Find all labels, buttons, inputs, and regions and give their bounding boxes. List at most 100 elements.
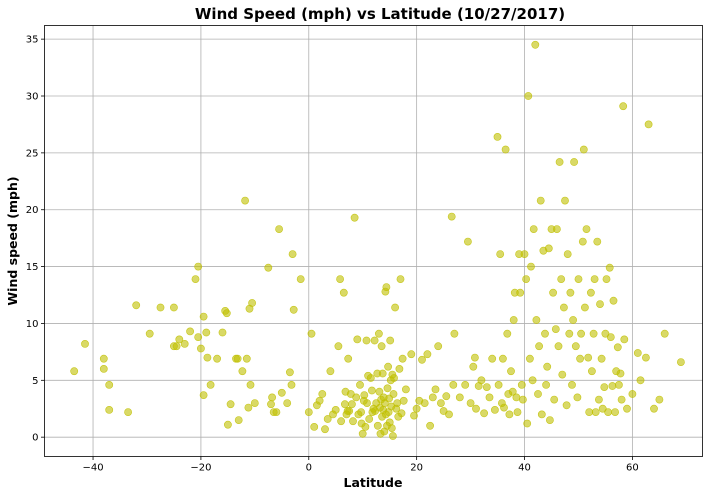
data-point	[99, 354, 108, 363]
data-point	[588, 367, 596, 376]
data-point	[423, 350, 432, 359]
data-point	[551, 325, 560, 333]
data-point	[472, 404, 480, 413]
data-point	[544, 244, 553, 253]
data-point	[213, 354, 221, 363]
data-point	[191, 275, 200, 283]
y-axis-ticks: 0 5 10 15 20 25 30 35	[26, 35, 45, 444]
data-point	[296, 275, 305, 283]
data-point	[503, 329, 512, 338]
data-point	[620, 335, 629, 344]
data-point	[244, 403, 253, 412]
data-point	[535, 342, 543, 351]
data-point	[522, 275, 530, 283]
data-point	[362, 336, 371, 345]
data-point	[383, 384, 392, 393]
data-point	[498, 354, 507, 363]
data-point	[374, 329, 383, 338]
data-point	[275, 225, 283, 233]
data-point	[512, 393, 521, 402]
data-point	[398, 354, 407, 363]
data-point	[396, 275, 405, 283]
data-point	[326, 367, 335, 376]
data-point	[361, 422, 370, 431]
data-point	[528, 376, 537, 385]
data-point	[349, 417, 357, 426]
data-point	[616, 369, 625, 378]
data-point	[241, 196, 249, 205]
data-point	[357, 408, 365, 416]
data-point	[384, 362, 392, 371]
data-point	[466, 399, 475, 407]
data-point	[410, 411, 418, 420]
data-point	[218, 328, 227, 337]
data-point	[570, 158, 578, 166]
data-point	[434, 342, 443, 351]
data-point	[272, 408, 281, 416]
data-point	[238, 367, 247, 376]
data-point	[386, 336, 395, 345]
data-point	[450, 329, 459, 338]
data-point	[321, 425, 329, 434]
data-point	[589, 329, 598, 338]
data-point	[318, 390, 327, 398]
data-point	[194, 333, 203, 341]
data-point	[574, 275, 583, 283]
data-point	[337, 417, 345, 426]
x-tick-label: −40	[82, 463, 103, 474]
data-point	[442, 392, 451, 401]
data-point	[428, 393, 437, 402]
data-point	[563, 250, 572, 258]
data-point	[582, 225, 591, 233]
data-point	[268, 393, 276, 402]
data-point	[375, 387, 384, 396]
data-point	[493, 132, 502, 141]
data-point	[501, 145, 510, 154]
data-point	[248, 299, 256, 307]
data-point	[277, 388, 286, 397]
x-tick-label: −20	[190, 463, 211, 474]
data-point	[196, 344, 205, 353]
data-point	[477, 376, 486, 385]
data-point	[557, 275, 566, 283]
data-point	[613, 343, 622, 352]
data-point	[145, 329, 154, 338]
data-point	[285, 368, 294, 377]
data-point	[608, 382, 617, 390]
data-point	[526, 354, 534, 363]
data-point	[132, 301, 141, 310]
data-point	[431, 385, 440, 394]
x-tick-label: 20	[410, 463, 423, 474]
data-point	[591, 408, 600, 416]
data-point	[156, 303, 165, 312]
data-point	[628, 390, 637, 398]
data-point	[360, 391, 369, 399]
data-point	[524, 92, 533, 100]
data-point	[287, 380, 296, 389]
data-point	[532, 316, 541, 324]
data-point	[378, 369, 387, 378]
data-point	[365, 415, 374, 423]
data-point	[655, 395, 664, 404]
data-point	[509, 316, 518, 324]
data-point	[307, 329, 316, 338]
data-point	[226, 400, 235, 409]
data-point	[436, 399, 445, 407]
data-point	[304, 408, 313, 416]
data-point	[169, 303, 178, 312]
data-point	[358, 429, 367, 438]
data-point	[250, 399, 259, 407]
data-point	[534, 390, 542, 398]
data-point	[233, 354, 242, 363]
data-point	[482, 383, 491, 391]
data-point	[264, 263, 273, 272]
data-point	[558, 370, 567, 379]
data-point	[470, 353, 479, 362]
data-point	[642, 353, 650, 362]
y-axis-label: Wind speed (mph)	[5, 176, 20, 305]
data-point	[569, 316, 577, 324]
data-point	[399, 396, 408, 405]
data-point	[573, 393, 582, 402]
data-point	[562, 401, 571, 410]
data-point	[367, 386, 376, 395]
